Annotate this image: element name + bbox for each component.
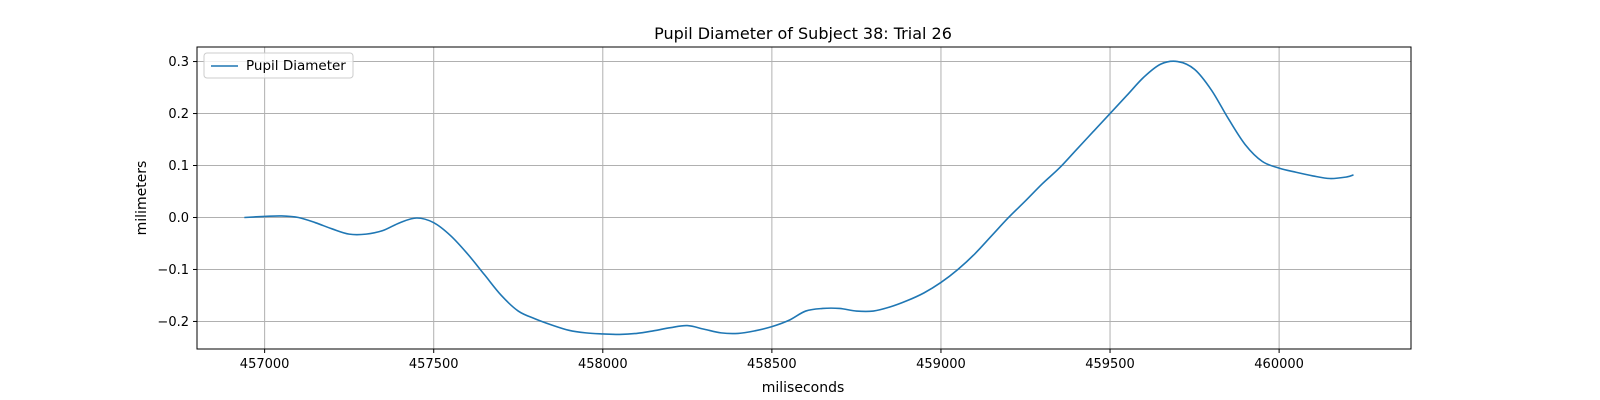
x-tick-label: 458500 bbox=[747, 357, 797, 372]
plot-frame bbox=[196, 46, 1412, 350]
y-tick-label: 0.2 bbox=[168, 107, 189, 122]
y-tick-label: 0.1 bbox=[168, 159, 189, 174]
x-tick-label: 457500 bbox=[409, 357, 459, 372]
y-axis-label: milimeters bbox=[134, 161, 150, 236]
x-axis-label: miliseconds bbox=[762, 380, 845, 396]
legend: Pupil Diameter bbox=[203, 52, 354, 79]
x-tick-label: 459000 bbox=[916, 357, 966, 372]
grid bbox=[197, 47, 1411, 349]
x-tick-label: 459500 bbox=[1085, 357, 1135, 372]
y-tick-label: 0.3 bbox=[168, 55, 189, 70]
series-line-pupil-diameter bbox=[244, 60, 1354, 336]
legend-box bbox=[203, 52, 354, 79]
legend-label: Pupil Diameter bbox=[246, 58, 346, 74]
y-tick-label: −0.1 bbox=[157, 263, 189, 278]
x-tick-label: 458000 bbox=[578, 357, 628, 372]
y-tick-label: 0.0 bbox=[168, 211, 189, 226]
x-tick-label: 460000 bbox=[1254, 357, 1304, 372]
x-tick-label: 457000 bbox=[240, 357, 290, 372]
plot-area bbox=[244, 60, 1354, 336]
y-tick-label: −0.2 bbox=[157, 315, 189, 330]
axis-ticks: 457000 457500 458000 458500 459000 459500 4600… bbox=[157, 55, 1304, 372]
chart-title: Pupil Diameter of Subject 38: Trial 26 bbox=[654, 24, 952, 43]
